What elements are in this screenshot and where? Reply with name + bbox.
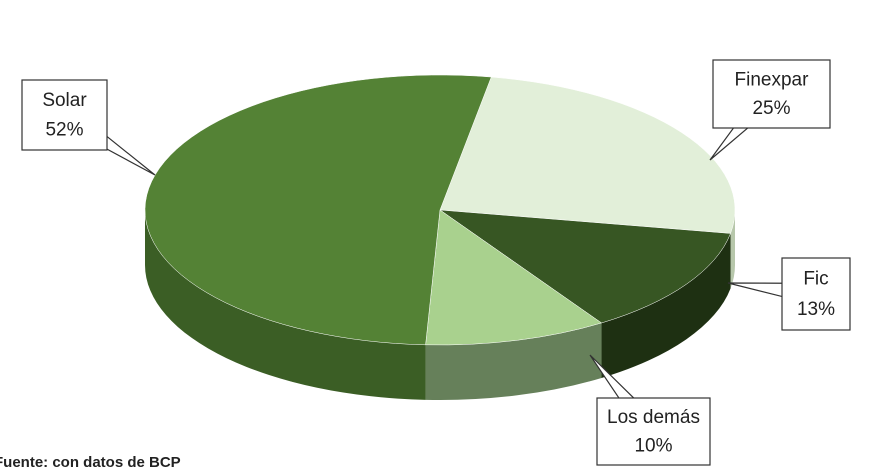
pie-tops: [144, 74, 736, 346]
pie-side: [730, 210, 735, 289]
pie-slice: [439, 209, 731, 324]
pie-side: [425, 322, 602, 400]
pie-slice: [144, 74, 492, 346]
callout-name: Fic: [803, 269, 828, 290]
callout-value: 52%: [45, 119, 83, 140]
callout-box: [781, 257, 851, 331]
callout-value: 25%: [752, 98, 790, 119]
pie-sides: [145, 210, 735, 400]
callout-name: Los demás: [607, 407, 700, 428]
callout-box: [712, 59, 831, 129]
callout-box: [21, 79, 108, 151]
pie-slice: [439, 76, 736, 234]
pie-side: [601, 233, 731, 378]
callout-name: Finexpar: [735, 69, 810, 90]
callout-pointer: [727, 282, 788, 298]
callout-box: [596, 397, 711, 466]
pie-slice: [425, 209, 603, 346]
callout-name: Solar: [42, 90, 87, 111]
callouts: Finexpar 25% Fic 13% Los demás 10% Solar 52%: [21, 59, 851, 466]
callout-value: 13%: [797, 299, 835, 320]
source-note: Fuente: con datos de BCP: [0, 454, 181, 471]
callout-value: 10%: [634, 435, 672, 456]
pie-side: [145, 210, 426, 400]
